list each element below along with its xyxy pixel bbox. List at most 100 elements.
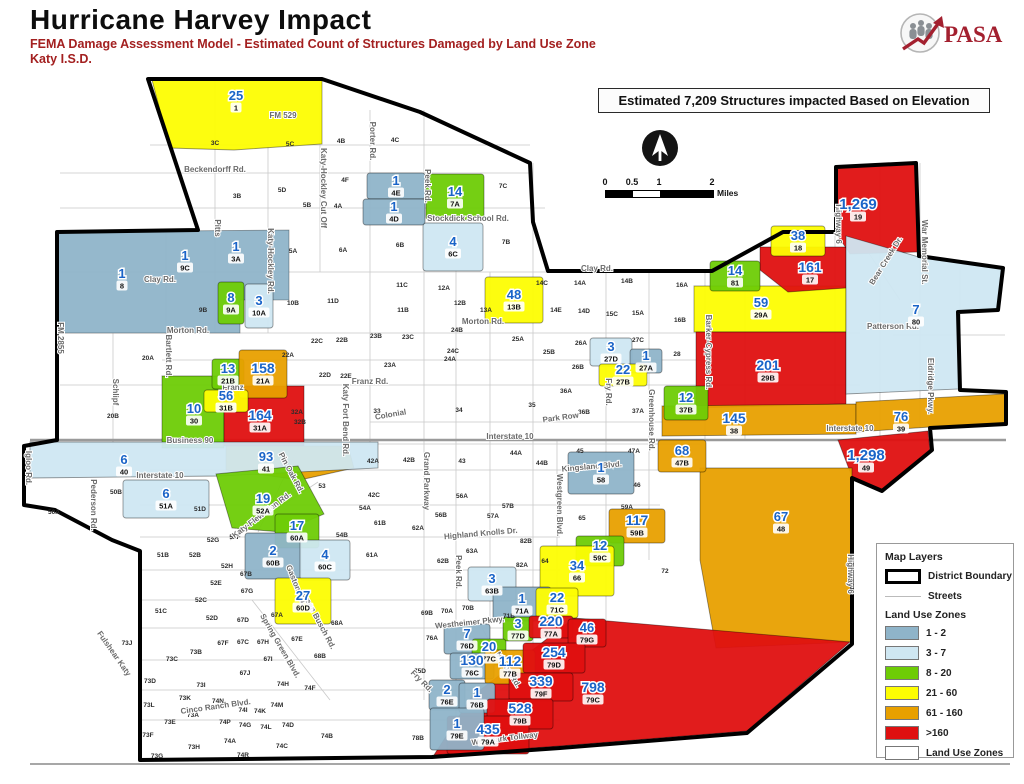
parcel-code: 57A [487, 513, 499, 520]
parcel-code: 52F [229, 534, 240, 541]
legend-class-swatch [885, 626, 919, 640]
parcel-code: 73A [187, 712, 199, 719]
pasa-logo: PASA [900, 13, 1003, 53]
zone-code: 51A [159, 502, 173, 511]
zone-fill-29B [695, 331, 847, 409]
parcel-code: 67C [237, 639, 249, 646]
zone-count: 27 [296, 588, 310, 603]
zone-fill-60D [274, 577, 332, 625]
zone-code: 59B [630, 529, 644, 538]
legend-class-row: 21 - 60 [885, 684, 1005, 702]
parcel-code: 54A [359, 505, 371, 512]
zone-fill-51A [122, 479, 210, 519]
zone-code-chip [478, 653, 500, 664]
parcel-code: 67I [263, 656, 272, 663]
parcel-code: 23C [402, 334, 414, 341]
zone-fill-37B [663, 385, 709, 421]
zone-count: 68 [675, 443, 689, 458]
zone-code-chip [252, 375, 274, 386]
zone-code-chip [388, 187, 404, 198]
zone-code: 3A [231, 255, 241, 264]
zone-code: 81 [731, 279, 739, 288]
zone-code: 9C [180, 264, 190, 273]
parcel-code: 24C [447, 348, 459, 355]
page-subtitle: FEMA Damage Assessment Model - Estimated… [30, 37, 596, 51]
zone-code: 49 [862, 464, 870, 473]
trend-arrow-icon [902, 20, 942, 51]
parcel-code: 75D [414, 668, 426, 675]
zone-count: 7 [912, 302, 919, 317]
scale-tick: 2 [709, 177, 715, 187]
parcel-code: 67F [217, 640, 228, 647]
zone-label-9A: 89A [223, 289, 239, 315]
parcel-code: 45 [576, 448, 584, 455]
parcel-code: 74D [282, 722, 294, 729]
parcel-code: 64 [541, 558, 549, 565]
zone-code-chip [286, 532, 308, 543]
road-label: Franz Rd. [352, 377, 388, 386]
parcel-code: 74K [254, 708, 266, 715]
zone-count: 3 [607, 339, 614, 354]
arrowhead-icon [933, 16, 944, 28]
zone-count: 3 [255, 293, 262, 308]
legend-class-row: 3 - 7 [885, 644, 1005, 662]
zone-count: 56 [219, 388, 233, 403]
page-title: Hurricane Harvey Impact [30, 4, 372, 35]
zone-count: 161 [798, 259, 822, 275]
zone-count: 112 [499, 653, 522, 669]
zone-code: 17 [806, 276, 814, 285]
land-use-zones-label: Land Use Zones [926, 747, 1004, 759]
zone-code: 79C [586, 696, 600, 705]
parcel-code: 7C [499, 183, 508, 190]
parcel-code: 13A [480, 307, 492, 314]
zone-code-chip [116, 466, 132, 477]
road-label: Fry Rd. [604, 378, 613, 406]
parcel-code: 22D [319, 372, 331, 379]
zone-code-chip [576, 634, 598, 645]
road-label: Peek Rd. [423, 169, 432, 203]
parcel-code: 73C [166, 656, 178, 663]
zone-code-chip [447, 198, 463, 209]
parcel-code: 42B [403, 457, 415, 464]
land-use-zones-swatch [885, 746, 919, 760]
zone-code: 37B [679, 406, 693, 415]
parcel-code: 14B [621, 278, 633, 285]
parcel-code: 44B [536, 460, 548, 467]
zone-code-chip [790, 242, 806, 253]
zone-label-3A: 13A [228, 238, 244, 264]
parcel-code: 36A [560, 388, 572, 395]
zone-code-chip [314, 561, 336, 572]
zone-code-chip [750, 309, 772, 320]
parcel-code: 4A [334, 203, 343, 210]
zone-code: 8 [120, 282, 124, 291]
parcel-code: 34 [455, 407, 463, 414]
parcel-code: 52B [189, 552, 201, 559]
parcel-code: 67D [237, 617, 249, 624]
parcel-code: 71B [503, 613, 515, 620]
parcel-code: 11D [327, 298, 339, 305]
legend-class-label: 3 - 7 [926, 647, 947, 659]
zone-count: 158 [251, 360, 275, 376]
zone-count: 2 [443, 682, 450, 697]
zone-code-chip [249, 422, 271, 433]
zone-code: 79D [547, 661, 561, 670]
district-name: Katy I.S.D. [30, 52, 92, 66]
road-label: Interstate 10 [136, 471, 184, 480]
zone-fill-4D [362, 198, 426, 226]
parcel-code: 67G [241, 588, 253, 595]
impact-banner: Estimated 7,209 Structures impacted Base… [598, 88, 990, 113]
